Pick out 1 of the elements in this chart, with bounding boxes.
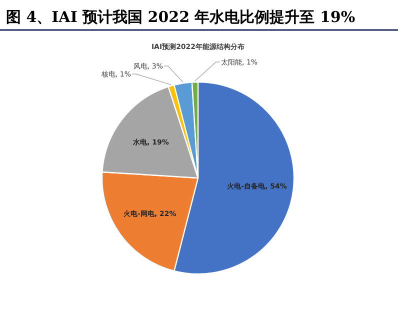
chart-title: 图 4、IAI 预计我国 2022 年水电比例提升至 19% [6,8,356,26]
